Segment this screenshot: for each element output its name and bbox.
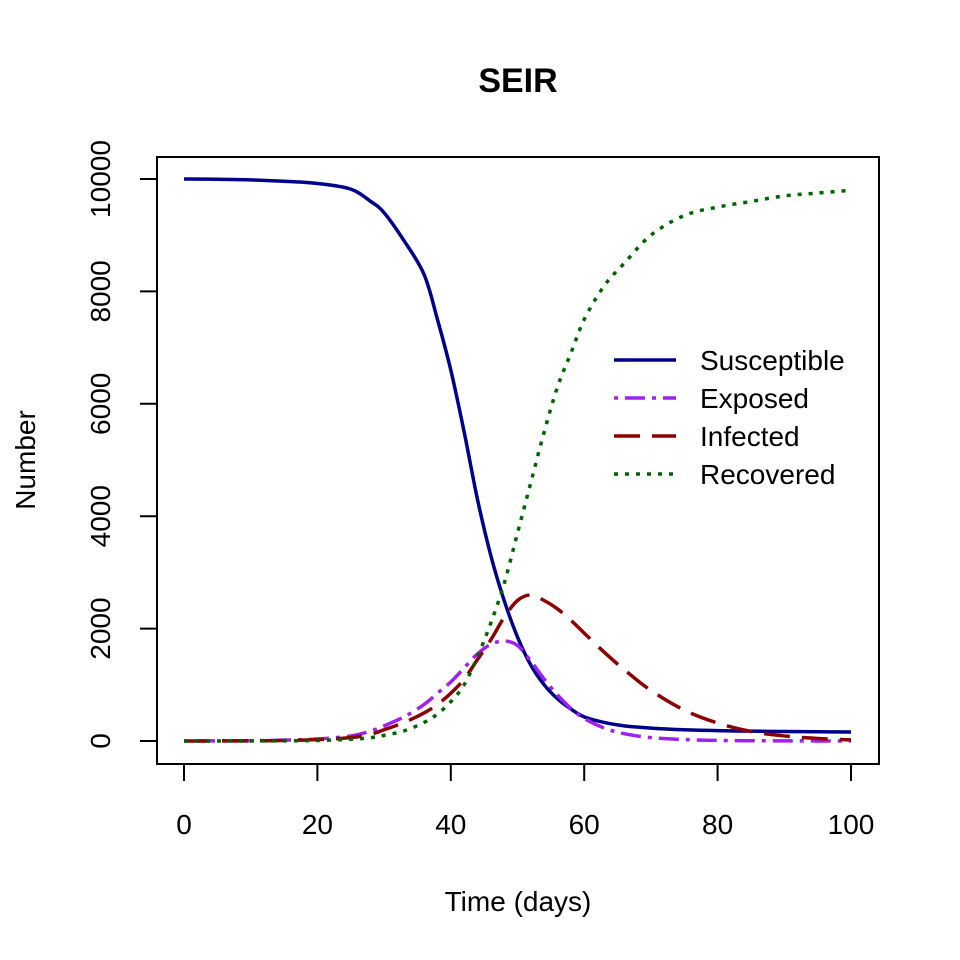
y-tick-label: 10000 [85, 140, 116, 218]
y-tick-label: 8000 [85, 260, 116, 322]
y-tick-label: 4000 [85, 485, 116, 547]
legend-label-infected: Infected [700, 421, 800, 452]
x-tick-label: 0 [176, 809, 192, 840]
series-layer [183, 177, 852, 743]
x-tick-label: 40 [435, 809, 466, 840]
series-line-exposed [183, 639, 852, 743]
series-line-susceptible [183, 177, 852, 734]
y-axis: 0 2000 4000 6000 8000 10000 [85, 140, 158, 749]
legend-label-exposed: Exposed [700, 383, 809, 414]
series-line-recovered [183, 188, 852, 743]
chart-title: SEIR [478, 62, 557, 100]
y-tick-label: 6000 [85, 373, 116, 435]
x-tick-label: 60 [569, 809, 600, 840]
x-tick-label: 20 [302, 809, 333, 840]
legend-label-recovered: Recovered [700, 459, 835, 490]
y-axis-label: Number [10, 410, 41, 510]
x-axis: 0 20 40 60 80 100 [176, 763, 875, 840]
x-axis-label: Time (days) [445, 886, 592, 917]
legend-label-susceptible: Susceptible [700, 345, 845, 376]
legend: Susceptible Exposed Infected Recovered [614, 345, 845, 490]
series-line-infected [183, 593, 852, 743]
x-tick-label: 100 [828, 809, 875, 840]
y-tick-label: 2000 [85, 597, 116, 659]
x-tick-label: 80 [702, 809, 733, 840]
y-tick-label: 0 [85, 733, 116, 749]
